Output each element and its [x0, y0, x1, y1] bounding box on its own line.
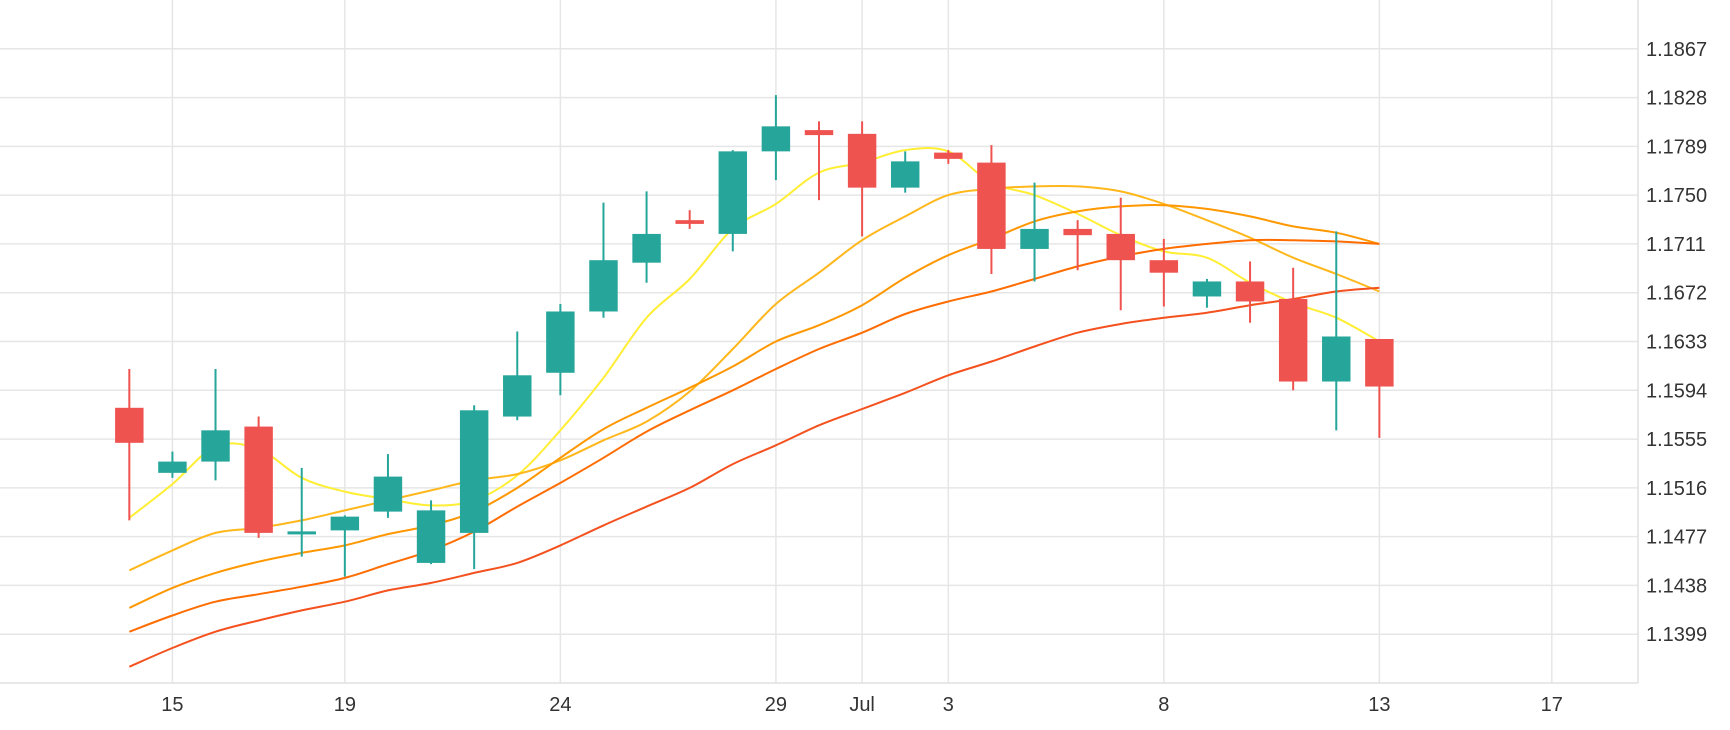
x-tick-label: 13: [1368, 694, 1390, 716]
moving-average-line-4: [128, 238, 1380, 633]
y-tick-label: 1.1555: [1646, 429, 1707, 451]
candle: [847, 121, 877, 237]
candle-body-up: [589, 260, 618, 312]
candle: [934, 150, 963, 164]
x-tick-label: 17: [1541, 694, 1563, 716]
candle-body-down: [1063, 228, 1092, 236]
x-tick-label: 24: [549, 694, 571, 716]
y-tick-label: 1.1750: [1646, 185, 1707, 207]
candle: [1235, 261, 1265, 323]
y-tick-label: 1.1633: [1646, 332, 1707, 354]
axes: 1.1867 1.1828 1.1789 1.1750 1.1711 1.1672 1.16…: [0, 0, 1707, 716]
candle: [977, 145, 1006, 274]
candle: [761, 95, 791, 181]
y-tick-label: 1.1867: [1646, 39, 1707, 61]
candle-body-down: [1149, 260, 1179, 273]
candle: [546, 303, 575, 396]
candle-body-down: [1106, 233, 1135, 261]
y-tick-label: 1.1828: [1646, 88, 1707, 110]
candle: [675, 210, 704, 229]
candle: [890, 151, 920, 193]
x-tick-label: 8: [1158, 694, 1169, 716]
candle-body-up: [632, 233, 661, 263]
y-tick-label: 1.1672: [1646, 283, 1707, 305]
candle-body-up: [330, 516, 360, 531]
candle-body-up: [416, 510, 446, 563]
candle: [373, 454, 403, 518]
y-tick-label: 1.1477: [1646, 527, 1707, 549]
candle-body-up: [373, 476, 403, 512]
candle: [416, 500, 446, 565]
x-tick-label: 3: [943, 694, 954, 716]
candle-body-up: [1322, 336, 1351, 382]
candle: [1278, 267, 1308, 391]
candles: [115, 95, 1394, 577]
candle-body-up: [761, 126, 791, 152]
candle: [503, 331, 532, 421]
candle: [632, 191, 661, 283]
candle-body-down: [1235, 281, 1265, 302]
x-tick-label: 29: [765, 694, 787, 716]
candle-body-down: [675, 220, 704, 224]
candle: [201, 369, 230, 481]
candle: [1192, 278, 1222, 308]
candle-body-up: [503, 375, 532, 417]
candle-body-up: [546, 311, 575, 373]
candle: [1365, 338, 1394, 438]
grid: [0, 0, 1638, 683]
candle: [244, 416, 273, 538]
moving-average-lines: [128, 146, 1380, 668]
candle: [115, 369, 144, 521]
candle-body-up: [718, 151, 748, 234]
candle: [330, 515, 360, 577]
y-tick-label: 1.1438: [1646, 575, 1707, 597]
x-tick-label: 19: [334, 694, 356, 716]
candle: [1149, 238, 1179, 307]
candle-body-up: [459, 410, 489, 533]
y-tick-label: 1.1711: [1646, 234, 1706, 256]
candle-body-up: [201, 430, 230, 462]
y-tick-label: 1.1594: [1646, 380, 1707, 402]
candle: [158, 451, 187, 478]
candle-body-down: [847, 133, 877, 188]
moving-average-line-5: [128, 286, 1380, 668]
moving-average-line-1: [128, 146, 1380, 519]
candle: [287, 467, 316, 557]
candle: [459, 405, 489, 570]
candle: [1322, 231, 1351, 431]
moving-average-line-3: [128, 204, 1380, 609]
candle-body-up: [287, 531, 316, 535]
y-tick-label: 1.1516: [1646, 478, 1707, 500]
candle-body-down: [1365, 338, 1394, 387]
candle-body-up: [1192, 281, 1222, 297]
candle: [589, 202, 618, 318]
candle-body-up: [158, 461, 187, 473]
candle-body-down: [244, 426, 273, 533]
candle: [1020, 182, 1049, 282]
y-tick-label: 1.1789: [1646, 136, 1707, 158]
x-tick-label: Jul: [849, 694, 875, 716]
y-tick-label: 1.1399: [1646, 624, 1707, 646]
candle: [1106, 197, 1135, 311]
candle: [718, 150, 748, 252]
candle-body-down: [804, 130, 834, 136]
x-tick-label: 15: [161, 694, 183, 716]
candle-body-down: [1278, 298, 1308, 382]
candle: [1063, 220, 1092, 271]
candle-body-up: [890, 161, 920, 188]
candle-body-up: [1020, 228, 1049, 249]
candle-body-down: [977, 162, 1006, 249]
candle-body-down: [115, 407, 144, 443]
candle: [804, 121, 834, 201]
candle-body-down: [934, 152, 963, 159]
